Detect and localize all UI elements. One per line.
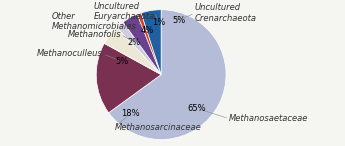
Text: 2%: 2% [127,38,140,47]
Text: 4%: 4% [140,26,154,35]
Wedge shape [96,43,161,113]
Wedge shape [117,22,161,75]
Text: Uncultured
Euryarchaeota: Uncultured Euryarchaeota [93,2,155,21]
Wedge shape [137,13,161,75]
Text: Methanofolis: Methanofolis [67,30,121,39]
Wedge shape [141,10,161,75]
Text: 5%: 5% [173,16,186,25]
Wedge shape [109,10,226,140]
Wedge shape [104,27,161,75]
Text: Uncultured
Crenarchaeota: Uncultured Crenarchaeota [195,3,257,23]
Text: 18%: 18% [121,109,139,118]
Text: 5%: 5% [116,57,129,66]
Text: Other
Methanomicrobiales: Other Methanomicrobiales [52,12,137,31]
Text: 65%: 65% [188,104,206,113]
Wedge shape [123,14,161,75]
Text: Methanosarcinaceae: Methanosarcinaceae [115,123,201,132]
Text: Methanoculleus: Methanoculleus [37,49,103,58]
Text: Methanosaetaceae: Methanosaetaceae [229,114,309,123]
Text: 1%: 1% [152,18,165,27]
